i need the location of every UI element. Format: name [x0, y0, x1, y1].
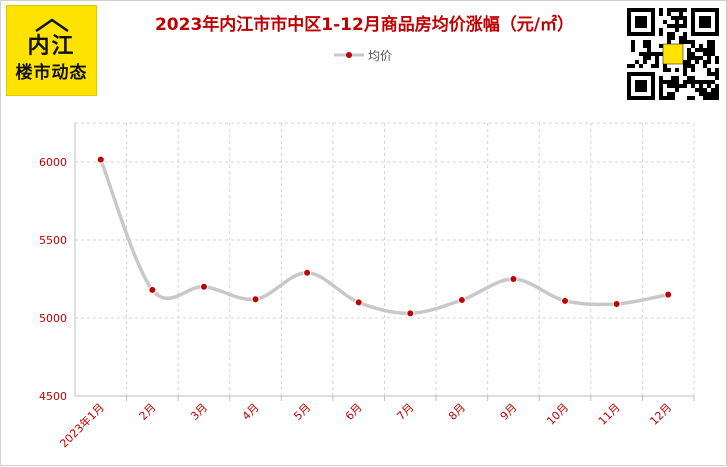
logo-text-top: 内江: [27, 34, 76, 59]
legend-swatch-icon: [334, 52, 364, 58]
data-point[interactable]: [251, 295, 260, 304]
data-point[interactable]: [303, 268, 312, 277]
series-average-price: [96, 155, 673, 318]
data-point[interactable]: [509, 275, 518, 283]
x-tick-label: 12月: [647, 401, 674, 428]
logo-text-bottom: 楼市动态: [15, 63, 88, 83]
legend-label: 均价: [368, 48, 393, 63]
data-point[interactable]: [561, 296, 570, 305]
series-line: [99, 157, 670, 316]
x-tick-label: 3月: [188, 401, 210, 423]
x-tick-label: 7月: [394, 401, 416, 423]
grid: [75, 122, 695, 397]
x-tick-label: 2023年1月: [57, 400, 107, 450]
data-point[interactable]: [457, 296, 466, 305]
x-tick-label: 4月: [240, 401, 262, 423]
y-tick-label: 6000: [39, 156, 67, 169]
x-tick-label: 2月: [137, 401, 159, 423]
data-point[interactable]: [148, 285, 157, 294]
data-point[interactable]: [96, 155, 105, 164]
qr-code-icon: [627, 8, 719, 100]
brand-logo: 内江 楼市动态: [6, 5, 97, 96]
y-tick-label: 5000: [39, 312, 67, 325]
x-tick-label: 10月: [544, 401, 571, 428]
house-roof-icon: [35, 18, 69, 32]
x-tick-label: 11月: [596, 401, 623, 428]
x-tick-label: 6月: [343, 401, 365, 423]
data-point[interactable]: [354, 298, 363, 307]
x-tick-label: 9月: [498, 401, 520, 423]
axes: 4500 5000 5500 6000 2023年1月 2月 3月 4月 5月 6月 7月 8月 9月 1…: [39, 123, 695, 450]
x-tick-label: 5月: [291, 401, 313, 423]
legend[interactable]: 均价: [334, 47, 392, 63]
chart-title: 2023年内江市市中区1-12月商品房均价涨幅（元/㎡）: [154, 15, 575, 35]
data-point[interactable]: [664, 290, 673, 299]
data-point[interactable]: [199, 282, 208, 291]
data-point[interactable]: [406, 309, 415, 318]
y-tick-label: 4500: [39, 390, 67, 403]
y-tick-label: 5500: [39, 234, 67, 247]
x-tick-label: 8月: [446, 401, 468, 423]
data-point[interactable]: [612, 299, 621, 308]
